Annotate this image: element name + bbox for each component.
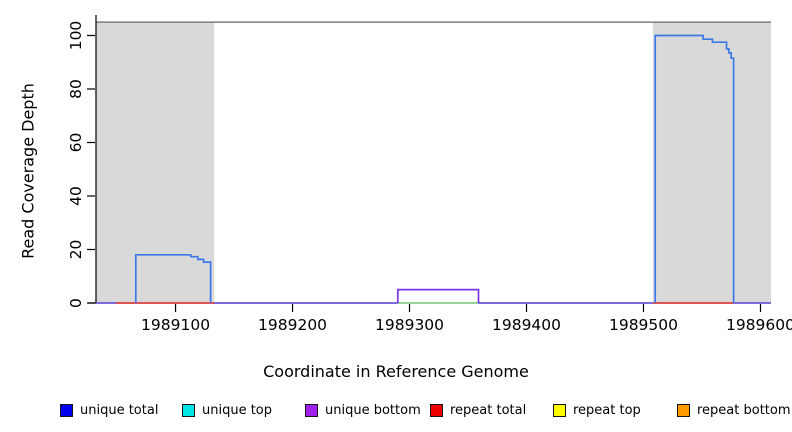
repeat-region-shading [652,22,771,303]
unique-total-swatch-icon [60,403,73,417]
legend-label: unique bottom [325,402,421,418]
unique-top-swatch-icon [182,403,195,417]
x-tick-label: 1989300 [375,316,444,334]
series-unique-total-right-peak [654,34,735,303]
legend-label: unique top [202,402,273,418]
y-tick-label: 40 [67,186,85,206]
y-tick-label: 0 [67,298,85,308]
legend: unique total unique top unique bottom re… [0,401,792,421]
legend-item-unique-top: unique top [182,401,272,419]
legend-label: repeat top [573,402,641,418]
x-axis-title: Coordinate in Reference Genome [263,362,529,381]
legend-item-repeat-top: repeat top [553,401,641,419]
legend-item-unique-total: unique total [60,401,158,419]
legend-item-unique-bottom: unique bottom [305,401,421,419]
repeat-total-swatch-icon [430,403,443,417]
x-tick-label: 1989500 [609,316,678,334]
x-tick-label: 1989200 [258,316,327,334]
x-tick-label: 1989100 [141,316,210,334]
legend-item-repeat-total: repeat total [430,401,526,419]
legend-label: repeat bottom [697,402,791,418]
y-tick-label: 60 [67,133,85,153]
unique-bottom-swatch-icon [305,403,318,417]
x-tick-label: 1989400 [492,316,561,334]
y-tick-label: 20 [67,240,85,260]
repeat-region-shading [96,22,215,303]
y-tick-label: 80 [67,79,85,99]
legend-item-repeat-bottom: repeat bottom [677,401,791,419]
repeat-bottom-swatch-icon [677,403,690,417]
y-axis-title: Read Coverage Depth [18,83,38,259]
legend-label: repeat total [450,402,527,418]
y-tick-label: 100 [67,21,85,51]
series-unique-total-left-peak [134,253,212,303]
series-unique-bottom-bump [396,288,480,303]
repeat-top-swatch-icon [553,403,566,417]
legend-label: unique total [80,402,159,418]
x-tick-label: 1989600 [726,316,792,334]
